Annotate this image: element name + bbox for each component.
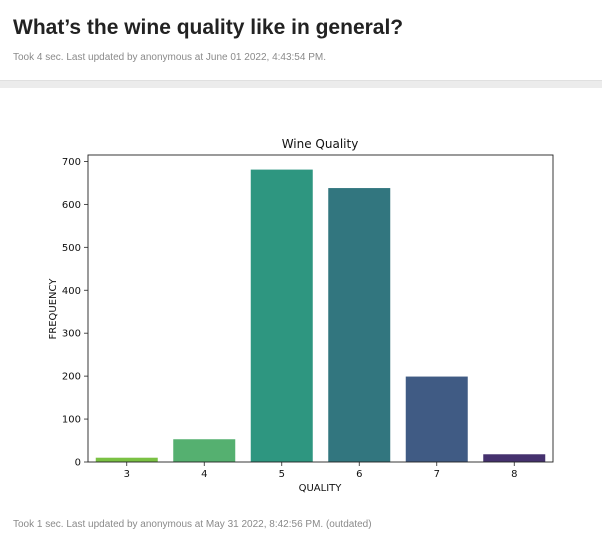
x-tick-label: 5 (279, 469, 285, 480)
y-axis: 0 100 200 300 400 500 600 700 (62, 157, 88, 469)
bar-chart: Wine Quality 0 100 200 300 400 500 600 700 3 4 5 6… (48, 137, 554, 494)
bar-7 (405, 376, 468, 462)
bar-5 (250, 169, 313, 462)
bars-group (95, 169, 546, 463)
last-updated-meta: Took 4 sec. Last updated by anonymous at… (13, 52, 326, 63)
chart-title: Wine Quality (282, 137, 359, 151)
y-tick-label: 100 (62, 415, 81, 426)
y-tick-label: 0 (75, 458, 81, 469)
x-tick-label: 4 (201, 469, 207, 480)
x-tick-label: 7 (434, 469, 440, 480)
plot-frame (87, 154, 554, 463)
y-axis-label: FREQUENCY (48, 278, 59, 340)
y-tick-label: 500 (62, 243, 81, 254)
header: What’s the wine quality like in general?… (0, 0, 602, 65)
y-tick-label: 300 (62, 329, 81, 340)
section-divider (0, 80, 602, 88)
page-title: What’s the wine quality like in general? (13, 16, 404, 39)
x-tick-label: 3 (124, 469, 130, 480)
y-tick-label: 700 (62, 157, 81, 168)
bar-8 (483, 454, 546, 462)
y-tick-label: 400 (62, 286, 81, 297)
footer-meta: Took 1 sec. Last updated by anonymous at… (13, 519, 372, 530)
y-tick-label: 600 (62, 200, 81, 211)
x-axis: 3 4 5 6 7 8 (124, 462, 517, 480)
x-tick-label: 6 (356, 469, 362, 480)
bar-3 (95, 457, 158, 462)
bar-6 (328, 188, 391, 463)
bar-4 (173, 439, 236, 462)
chart-container: Wine Quality 0 100 200 300 400 500 600 700 3 4 5 6… (0, 126, 602, 498)
y-tick-label: 200 (62, 372, 81, 383)
x-axis-label: QUALITY (299, 483, 343, 494)
x-tick-label: 8 (511, 469, 517, 480)
